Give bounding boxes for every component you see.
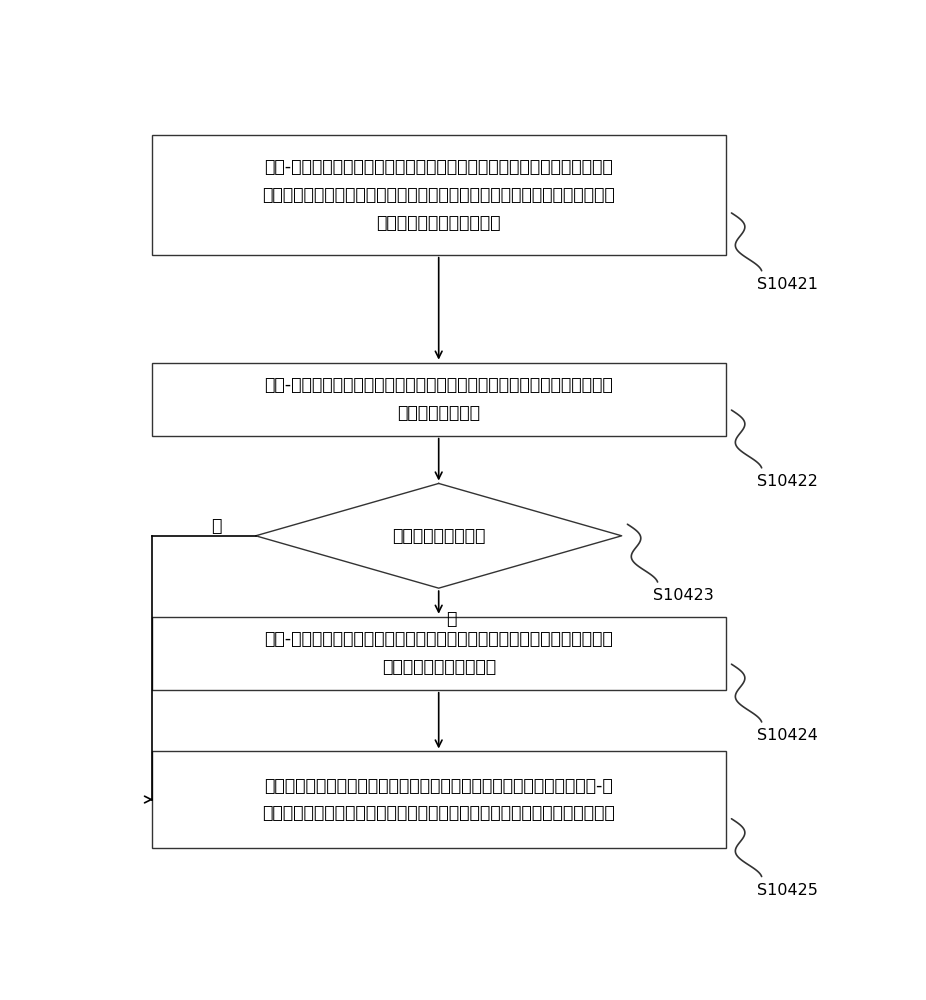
Text: S10424: S10424 bbox=[757, 728, 818, 743]
Bar bbox=[152, 135, 726, 255]
Text: 否: 否 bbox=[211, 517, 221, 535]
Text: 是: 是 bbox=[446, 610, 457, 628]
Bar bbox=[152, 363, 726, 436]
Text: S10422: S10422 bbox=[757, 474, 818, 489]
Text: 直流-直流双向变换器确定与电能分配控制装置所处并网供电模式匹配的第二
电能分配方案，双向逆变器将基于第二电能分配方案分配到的第三部分光伏电
能转换为交流电后供于: 直流-直流双向变换器确定与电能分配控制装置所处并网供电模式匹配的第二 电能分配方… bbox=[262, 158, 615, 232]
Text: S10421: S10421 bbox=[757, 277, 818, 292]
Text: 蓄电池处于放电模式，蓄电池根据第二电能分配方案释放部分储能，直流-直
流双向变换器将该部分电能进行升压处理，经双向逆变器转换为交流电后并网: 蓄电池处于放电模式，蓄电池根据第二电能分配方案释放部分储能，直流-直 流双向变换… bbox=[262, 777, 615, 822]
Bar bbox=[152, 617, 726, 690]
Text: 蓄电池处于充电模式: 蓄电池处于充电模式 bbox=[392, 527, 485, 545]
Bar bbox=[152, 751, 726, 848]
Text: S10423: S10423 bbox=[653, 588, 713, 603]
Text: S10425: S10425 bbox=[757, 883, 818, 898]
Text: 直流-直流双向变换器将基于第二电能分配方案分配的第四部分光伏电能进行
降压处理后储存于蓄电池: 直流-直流双向变换器将基于第二电能分配方案分配的第四部分光伏电能进行 降压处理后… bbox=[264, 630, 613, 676]
Text: 直流-直流双向变换器根据光伏发电系统最大输出功率及并网上电需求切换蓄
电池所处工作模式: 直流-直流双向变换器根据光伏发电系统最大输出功率及并网上电需求切换蓄 电池所处工… bbox=[264, 376, 613, 422]
